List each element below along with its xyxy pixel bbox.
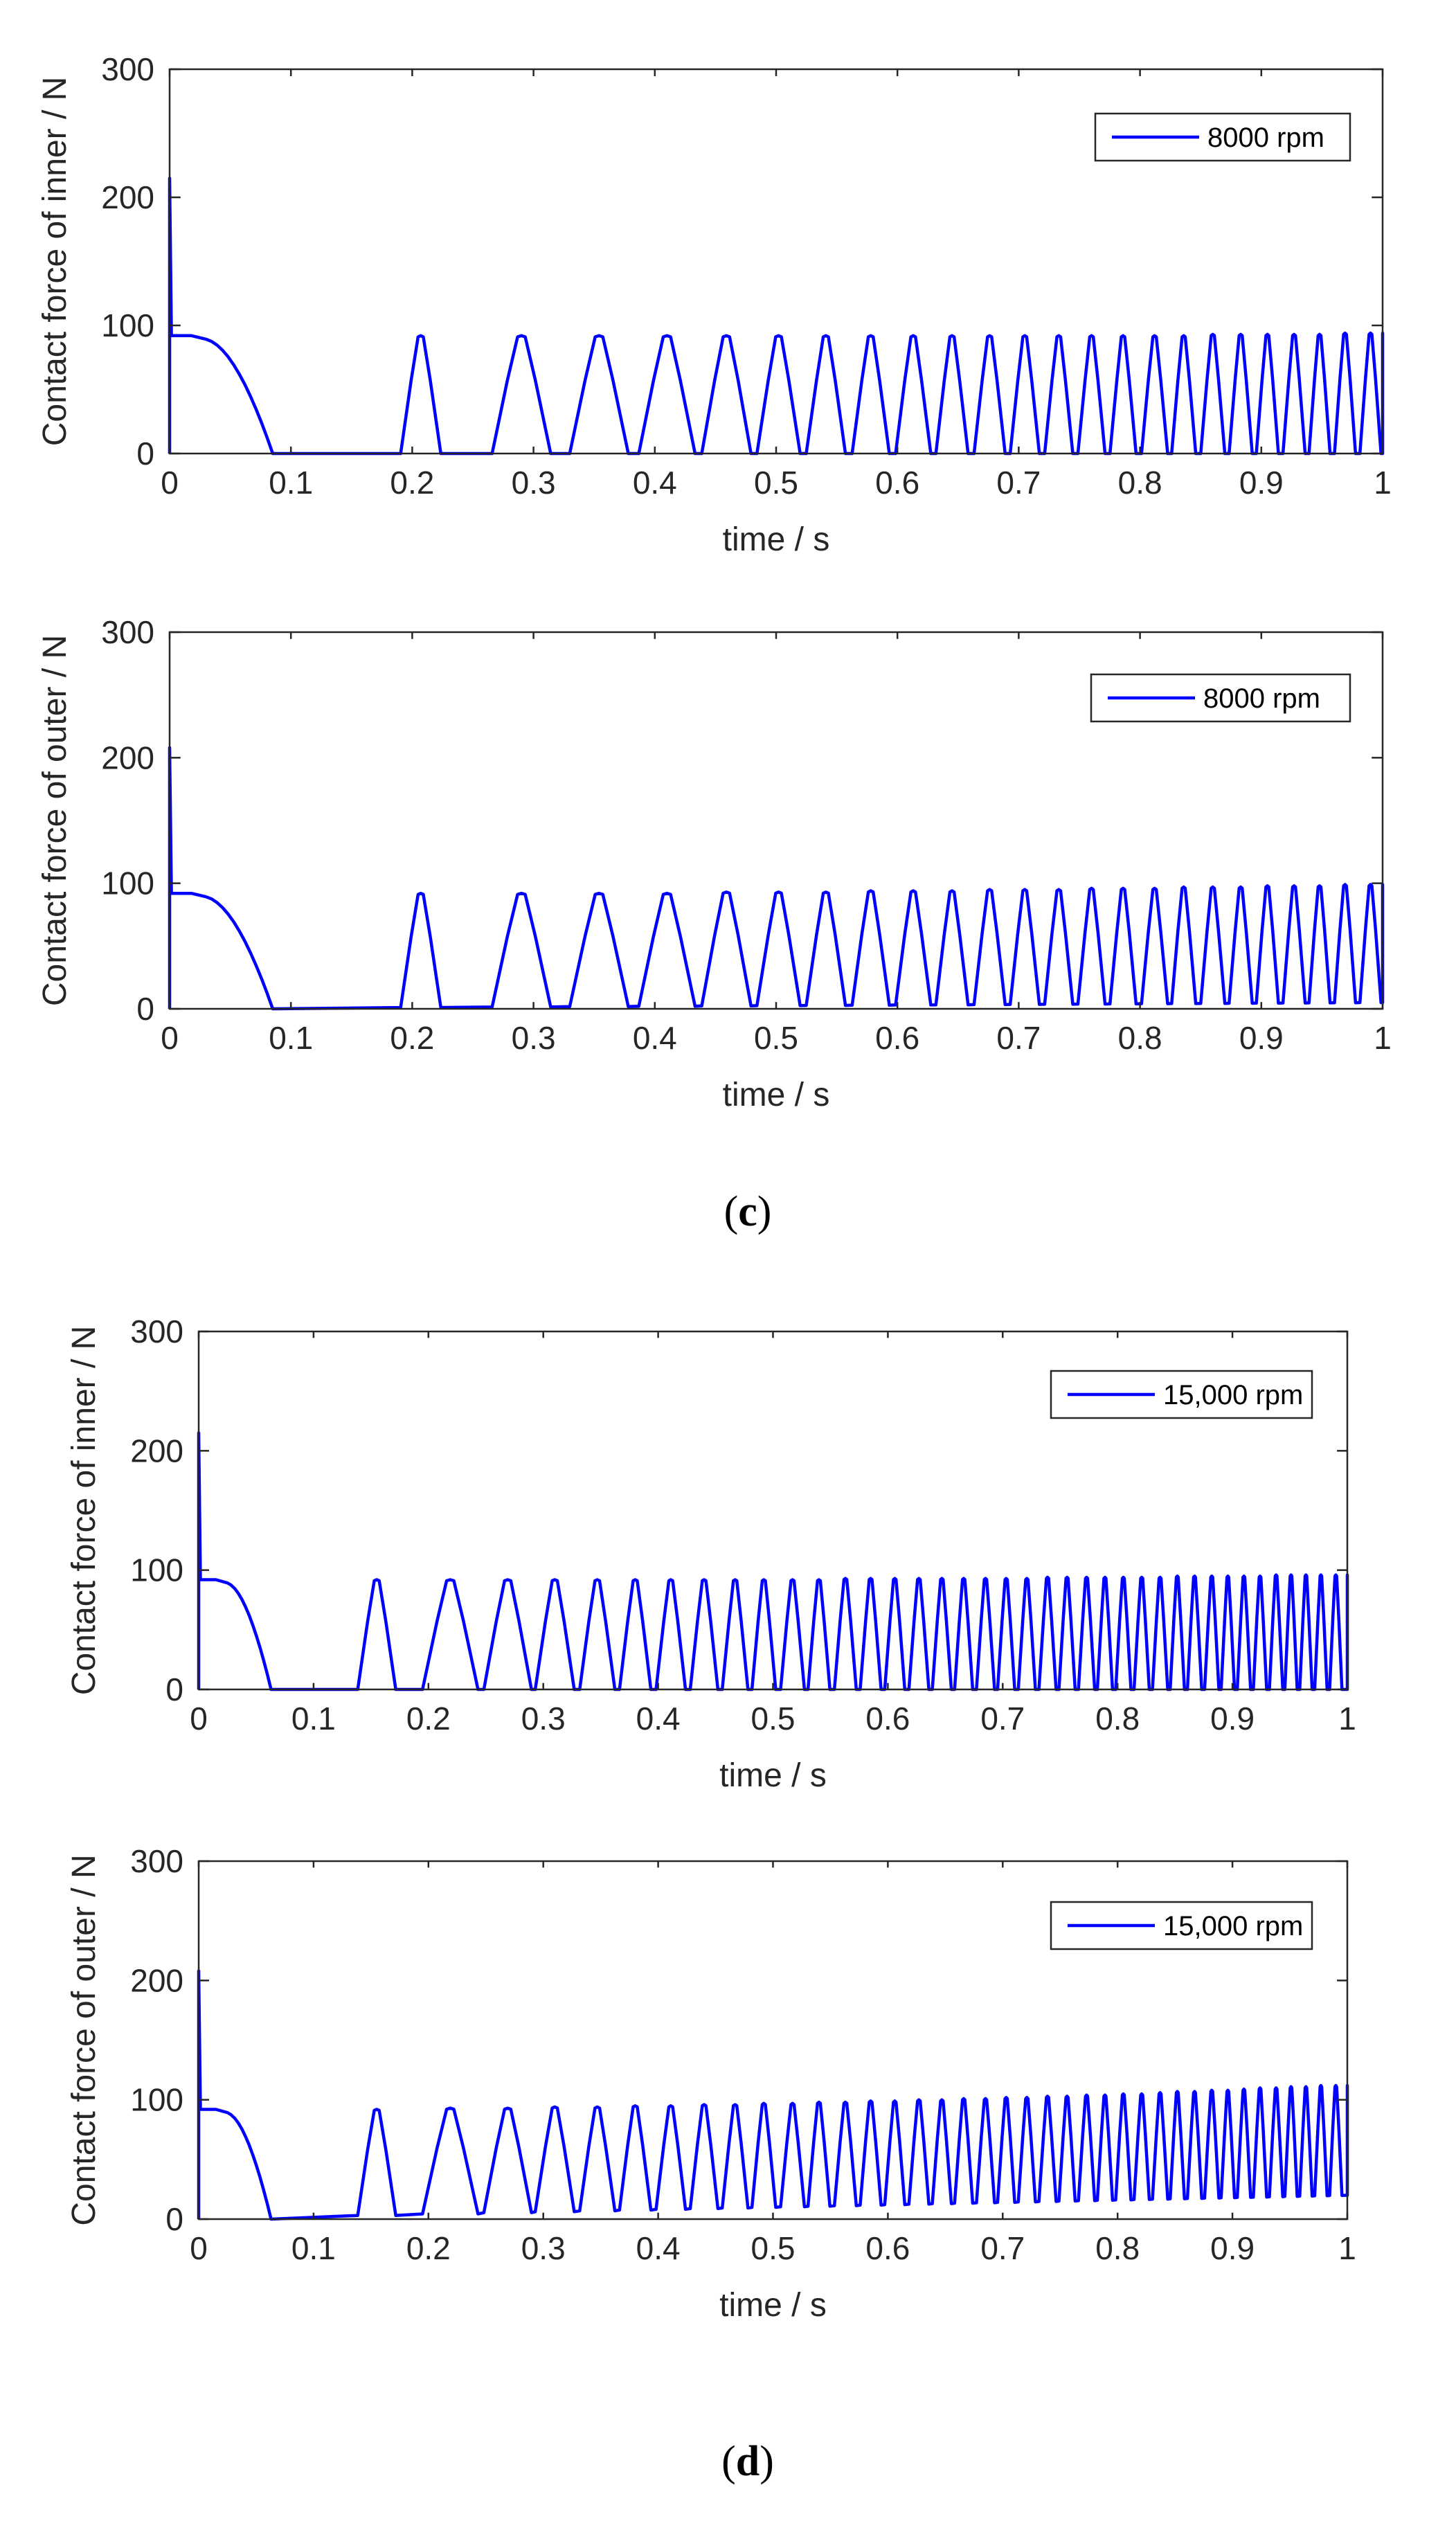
chart-c-outer: 0 0.1 0.2 0.3 0.4 0.5 0.6 0.7 0.8 0.9 1 0 100 200 300 t… [37, 614, 1392, 1113]
legend: 15,000 rpm [1050, 1370, 1313, 1419]
legend: 8000 rpm [1090, 673, 1351, 723]
legend: 15,000 rpm [1050, 1901, 1313, 1950]
x-tick-label: 1 [1374, 465, 1392, 501]
series-line [197, 1969, 1349, 2221]
x-tick-label: 0 [161, 1020, 179, 1056]
x-axis-title: time / s [723, 521, 830, 558]
x-tick-label: 0.4 [636, 2230, 681, 2266]
x-tick-label: 0.8 [1118, 1020, 1162, 1056]
y-tick-label: 200 [101, 179, 154, 215]
y-tick-label: 0 [136, 436, 154, 472]
y-axis-title: Contact force of inner / N [37, 77, 73, 447]
x-tick-label: 0.8 [1095, 1701, 1140, 1737]
y-tick-label: 0 [165, 1671, 183, 1707]
x-tick-label: 0.6 [875, 465, 919, 501]
chart-c-inner: 0 0.1 0.2 0.3 0.4 0.5 0.6 0.7 0.8 0.9 1 0 100 200 300 t… [37, 51, 1392, 558]
y-axis-title: Contact force of outer / N [37, 635, 73, 1006]
y-tick-label: 300 [130, 1843, 183, 1879]
x-tick-label: 0.9 [1210, 1701, 1255, 1737]
y-tick-label: 200 [130, 1962, 183, 1998]
chart-d-inner: 0 0.1 0.2 0.3 0.4 0.5 0.6 0.7 0.8 0.9 1 0 100 200 300 t… [66, 1313, 1356, 1794]
x-tick-label: 0.9 [1239, 465, 1284, 501]
x-tick-label: 0.6 [875, 1020, 919, 1056]
x-tick-label: 0.4 [636, 1701, 681, 1737]
x-tick-label: 0.1 [291, 2230, 336, 2266]
x-tick-label: 1 [1338, 2230, 1356, 2266]
x-tick-label: 0.5 [754, 1020, 798, 1056]
x-tick-label: 0.3 [521, 1701, 566, 1737]
x-tick-label: 0.2 [406, 1701, 451, 1737]
legend-label: 8000 rpm [1207, 123, 1324, 153]
y-tick-label: 200 [101, 739, 154, 775]
y-tick-label: 100 [101, 307, 154, 343]
x-tick-label: 0.1 [269, 465, 313, 501]
x-axis-title: time / s [723, 1077, 830, 1113]
y-tick-label: 0 [165, 2201, 183, 2237]
chart-d-outer: 0 0.1 0.2 0.3 0.4 0.5 0.6 0.7 0.8 0.9 1 0 100 200 300 t… [66, 1843, 1356, 2324]
x-tick-label: 0.4 [633, 465, 677, 501]
series-line [168, 746, 1385, 1011]
legend-box [1090, 673, 1351, 723]
x-tick-label: 0.4 [633, 1020, 677, 1056]
x-tick-label: 0.1 [269, 1020, 313, 1056]
legend: 8000 rpm [1094, 112, 1351, 162]
panel-label-c: (c) [724, 1188, 772, 1235]
x-tick-label: 0.9 [1210, 2230, 1255, 2266]
x-tick-label: 0.7 [996, 1020, 1041, 1056]
x-tick-label: 0.7 [980, 1701, 1025, 1737]
x-tick-label: 0.2 [390, 465, 434, 501]
x-tick-label: 0 [190, 1701, 208, 1737]
y-tick-label: 300 [130, 1313, 183, 1349]
y-tick-label: 100 [130, 2082, 183, 2118]
x-tick-label: 0.6 [865, 1701, 910, 1737]
x-tick-label: 0.3 [512, 1020, 556, 1056]
x-tick-label: 0.3 [521, 2230, 566, 2266]
legend-label: 15,000 rpm [1163, 1380, 1303, 1410]
x-tick-label: 0.8 [1118, 465, 1162, 501]
y-tick-label: 300 [101, 614, 154, 650]
x-tick-label: 1 [1338, 1701, 1356, 1737]
x-tick-label: 0.7 [980, 2230, 1025, 2266]
x-tick-label: 1 [1374, 1020, 1392, 1056]
x-tick-label: 0.2 [406, 2230, 451, 2266]
x-tick-label: 0 [190, 2230, 208, 2266]
x-axis-title: time / s [719, 1757, 827, 1794]
x-tick-label: 0.7 [996, 465, 1041, 501]
series-line [197, 1431, 1349, 1692]
x-tick-label: 0.1 [291, 1701, 336, 1737]
y-tick-label: 0 [136, 991, 154, 1027]
y-tick-label: 200 [130, 1433, 183, 1469]
x-tick-label: 0.5 [751, 1701, 796, 1737]
y-tick-label: 300 [101, 51, 154, 87]
legend-label: 15,000 rpm [1163, 1911, 1303, 1941]
x-tick-label: 0.2 [390, 1020, 434, 1056]
y-axis-title: Contact force of inner / N [66, 1326, 102, 1696]
panel-label-d: (d) [721, 2438, 774, 2485]
x-tick-label: 0.3 [512, 465, 556, 501]
y-tick-label: 100 [101, 865, 154, 901]
x-tick-label: 0.6 [865, 2230, 910, 2266]
y-axis-title: Contact force of outer / N [66, 1854, 102, 2225]
x-tick-label: 0.5 [751, 2230, 796, 2266]
x-tick-label: 0.8 [1095, 2230, 1140, 2266]
x-tick-label: 0.9 [1239, 1020, 1284, 1056]
y-tick-label: 100 [130, 1552, 183, 1588]
x-tick-label: 0 [161, 465, 179, 501]
x-tick-label: 0.5 [754, 465, 798, 501]
legend-label: 8000 rpm [1203, 683, 1320, 714]
x-axis-title: time / s [719, 2287, 827, 2324]
